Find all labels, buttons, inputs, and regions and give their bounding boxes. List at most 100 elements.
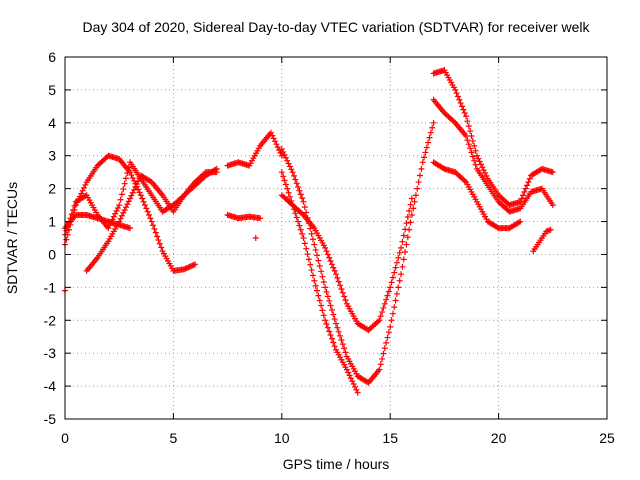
data-point [269, 132, 276, 139]
data-point [380, 350, 387, 357]
data-point [320, 312, 327, 319]
data-point [341, 293, 348, 300]
data-point [482, 170, 489, 177]
data-point [274, 144, 281, 151]
data-point [125, 198, 132, 205]
data-point [128, 192, 135, 199]
data-point [376, 366, 383, 373]
data-point [146, 211, 153, 218]
data-point [459, 103, 466, 110]
data-point [127, 225, 134, 232]
series-arc-i [278, 169, 361, 396]
data-point [278, 152, 285, 159]
data-point [479, 164, 486, 171]
data-point [300, 198, 307, 205]
data-point [427, 129, 434, 136]
data-point [64, 223, 71, 230]
data-point [467, 128, 474, 135]
data-point [128, 172, 135, 179]
data-point [330, 339, 337, 346]
data-point [392, 264, 399, 271]
data-point [407, 219, 414, 226]
x-tick-label: 25 [599, 430, 615, 446]
data-point [320, 279, 327, 286]
data-point [299, 195, 306, 202]
data-point [282, 181, 289, 188]
y-tick-label: -3 [44, 345, 57, 361]
data-point [285, 189, 292, 196]
data-point [314, 252, 321, 259]
data-point [384, 334, 391, 341]
data-point [122, 175, 129, 182]
data-point [148, 218, 155, 225]
data-point [312, 246, 319, 253]
data-point [452, 86, 459, 93]
data-point [454, 93, 461, 100]
data-point [326, 254, 333, 261]
data-point [414, 185, 421, 192]
data-point [406, 207, 413, 214]
data-point [549, 169, 556, 176]
data-point [182, 265, 189, 272]
data-point [281, 177, 288, 184]
data-point [158, 244, 165, 251]
data-point [281, 151, 288, 158]
data-point [286, 163, 293, 170]
data-point [472, 161, 479, 168]
data-point [388, 279, 395, 286]
data-point [423, 144, 430, 151]
data-point [299, 230, 306, 237]
data-point [494, 224, 501, 231]
x-tick-label: 0 [61, 430, 69, 446]
data-point [398, 244, 405, 251]
data-point [127, 195, 134, 202]
data-point [440, 165, 447, 172]
data-point [212, 166, 219, 173]
data-point [147, 215, 154, 222]
data-point [290, 172, 297, 179]
data-point [322, 284, 329, 291]
data-point [293, 180, 300, 187]
series-arc-j [430, 67, 556, 209]
data-point [381, 345, 388, 352]
data-point [465, 141, 472, 148]
data-point [450, 118, 457, 125]
data-point [311, 277, 318, 284]
data-point [295, 218, 302, 225]
data-point [333, 320, 339, 327]
data-point [429, 124, 436, 131]
data-point [311, 241, 318, 248]
data-point [460, 106, 467, 113]
x-axis-label: GPS time / hours [283, 456, 390, 472]
data-point [330, 311, 337, 318]
data-point [289, 169, 296, 176]
data-point [290, 206, 297, 213]
data-point [121, 180, 128, 187]
data-point [396, 277, 403, 284]
data-point [316, 297, 323, 304]
data-point [387, 284, 394, 291]
data-point [480, 167, 487, 174]
y-tick-label: 6 [48, 49, 56, 65]
data-point [461, 109, 468, 116]
data-point [457, 100, 464, 107]
data-point [404, 234, 411, 241]
data-point [132, 183, 139, 190]
data-point [350, 381, 357, 388]
series-arc-h [278, 192, 415, 334]
data-point [395, 254, 402, 261]
y-tick-label: 0 [48, 246, 56, 262]
data-point [118, 212, 125, 219]
data-point [331, 343, 338, 350]
data-point [316, 262, 323, 269]
data-point [286, 193, 293, 200]
data-point [133, 181, 140, 188]
y-tick-label: 4 [48, 115, 56, 131]
data-point [292, 210, 299, 217]
data-point [326, 297, 333, 304]
data-point [328, 335, 335, 342]
data-point [277, 149, 284, 156]
x-tick-labels: 0 5 10 15 20 25 [61, 430, 615, 446]
data-point [403, 220, 410, 227]
